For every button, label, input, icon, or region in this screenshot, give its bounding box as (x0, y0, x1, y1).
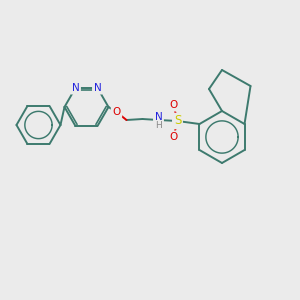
Text: H: H (155, 122, 162, 130)
Text: O: O (169, 100, 178, 110)
Text: S: S (174, 115, 181, 128)
Text: O: O (169, 132, 178, 142)
Text: N: N (94, 83, 101, 93)
Text: N: N (72, 83, 80, 93)
Text: N: N (154, 112, 162, 122)
Text: O: O (112, 107, 121, 117)
